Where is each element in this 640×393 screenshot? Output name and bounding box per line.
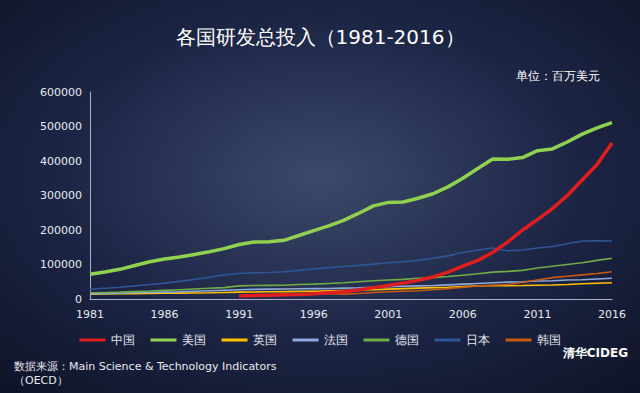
- svg-text:德国: 德国: [395, 333, 419, 347]
- svg-text:各国研发总投入（1981-2016）: 各国研发总投入（1981-2016）: [175, 25, 464, 49]
- svg-text:英国: 英国: [253, 333, 277, 347]
- svg-text:2001: 2001: [374, 308, 402, 321]
- svg-text:清华CIDEG: 清华CIDEG: [562, 346, 628, 360]
- svg-text:单位：百万美元: 单位：百万美元: [516, 69, 600, 83]
- svg-text:1981: 1981: [76, 308, 104, 321]
- svg-text:200000: 200000: [40, 224, 82, 237]
- svg-text:中国: 中国: [111, 333, 135, 347]
- svg-text:1991: 1991: [225, 308, 253, 321]
- svg-text:1986: 1986: [151, 308, 179, 321]
- svg-text:法国: 法国: [324, 333, 348, 347]
- svg-text:400000: 400000: [40, 155, 82, 168]
- svg-text:600000: 600000: [40, 86, 82, 99]
- svg-text:300000: 300000: [40, 189, 82, 202]
- svg-text:日本: 日本: [466, 333, 490, 347]
- svg-text:0: 0: [75, 293, 82, 306]
- svg-text:美国: 美国: [182, 333, 206, 347]
- svg-text:数据来源：Main Science & Technology: 数据来源：Main Science & Technology Indicator…: [14, 360, 277, 373]
- svg-text:500000: 500000: [40, 120, 82, 133]
- svg-text:（OECD）: （OECD）: [14, 374, 68, 387]
- svg-text:2006: 2006: [449, 308, 477, 321]
- svg-text:1996: 1996: [300, 308, 328, 321]
- svg-text:100000: 100000: [40, 258, 82, 271]
- svg-text:2016: 2016: [598, 308, 626, 321]
- svg-text:2011: 2011: [523, 308, 551, 321]
- svg-text:韩国: 韩国: [537, 333, 561, 347]
